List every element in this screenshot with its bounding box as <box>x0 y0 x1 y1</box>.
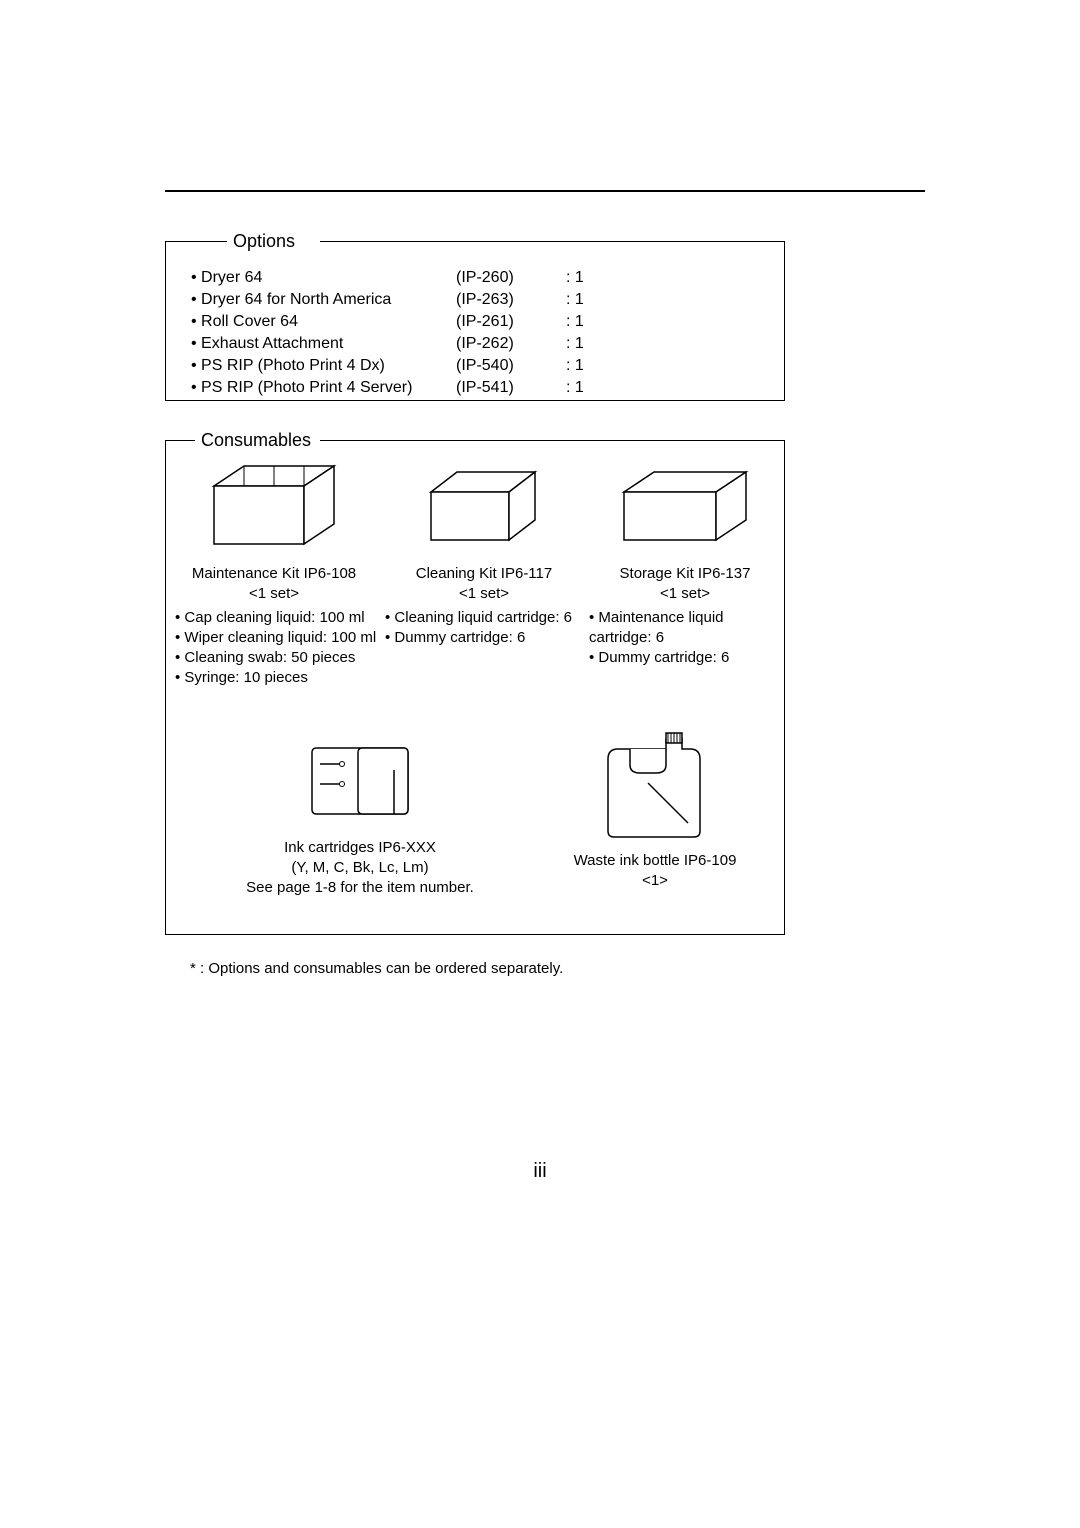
options-section: Options • Dryer 64 (IP-260) : 1 • Dryer … <box>165 231 785 401</box>
option-code: (IP-261) <box>456 311 566 333</box>
waste-ink-bottle: Waste ink bottle IP6-109 <1> <box>555 725 755 891</box>
option-code: (IP-260) <box>456 267 566 289</box>
kit-qty: <1 set> <box>585 584 785 604</box>
options-list: • Dryer 64 (IP-260) : 1 • Dryer 64 for N… <box>191 267 584 399</box>
maintenance-kit: Maintenance Kit IP6-108 <1 set> Cap clea… <box>171 456 377 688</box>
cartridge-line1: Ink cartridges IP6-XXX <box>205 838 515 858</box>
ink-cartridges: Ink cartridges IP6-XXX (Y, M, C, Bk, Lc,… <box>205 730 515 898</box>
kit-item: Cleaning swab: 50 pieces <box>175 648 377 668</box>
option-row: • Exhaust Attachment (IP-262) : 1 <box>191 333 584 355</box>
option-row: • Roll Cover 64 (IP-261) : 1 <box>191 311 584 333</box>
consumables-section: Consumables Maintenance Kit IP6-108 <1 s… <box>165 430 785 935</box>
cartridge-line3: See page 1-8 for the item number. <box>205 878 515 898</box>
box-icon <box>199 456 349 556</box>
option-code: (IP-541) <box>456 377 566 399</box>
option-name: • PS RIP (Photo Print 4 Server) <box>191 377 456 399</box>
options-title: Options <box>233 231 295 252</box>
storage-kit: Storage Kit IP6-137 <1 set> Maintenance … <box>585 456 785 668</box>
option-code: (IP-262) <box>456 333 566 355</box>
option-qty: : 1 <box>566 333 584 355</box>
option-qty: : 1 <box>566 267 584 289</box>
option-code: (IP-263) <box>456 289 566 311</box>
kit-name: Maintenance Kit IP6-108 <box>171 564 377 584</box>
option-qty: : 1 <box>566 377 584 399</box>
cleaning-kit: Cleaning Kit IP6-117 <1 set> Cleaning li… <box>381 456 587 648</box>
kit-qty: <1 set> <box>381 584 587 604</box>
kit-name: Cleaning Kit IP6-117 <box>381 564 587 584</box>
consumables-title: Consumables <box>201 430 311 451</box>
waste-line1: Waste ink bottle IP6-109 <box>555 851 755 871</box>
footnote: * : Options and consumables can be order… <box>190 960 563 977</box>
kit-item: Dummy cartridge: 6 <box>385 628 587 648</box>
option-name: • Exhaust Attachment <box>191 333 456 355</box>
kit-item: Cleaning liquid cartridge: 6 <box>385 608 587 628</box>
kit-item: Wiper cleaning liquid: 100 ml <box>175 628 377 648</box>
kit-qty: <1 set> <box>171 584 377 604</box>
kit-item: Syringe: 10 pieces <box>175 668 377 688</box>
cartridge-icon <box>290 730 430 830</box>
waste-line2: <1> <box>555 871 755 891</box>
option-name: • Dryer 64 <box>191 267 456 289</box>
option-name: • Dryer 64 for North America <box>191 289 456 311</box>
cartridge-line2: (Y, M, C, Bk, Lc, Lm) <box>205 858 515 878</box>
page-number: iii <box>0 1160 1080 1183</box>
option-row: • Dryer 64 for North America (IP-263) : … <box>191 289 584 311</box>
option-qty: : 1 <box>566 311 584 333</box>
page: Options • Dryer 64 (IP-260) : 1 • Dryer … <box>0 0 1080 1528</box>
option-name: • Roll Cover 64 <box>191 311 456 333</box>
option-row: • Dryer 64 (IP-260) : 1 <box>191 267 584 289</box>
option-row: • PS RIP (Photo Print 4 Dx) (IP-540) : 1 <box>191 355 584 377</box>
kit-item: Dummy cartridge: 6 <box>589 648 785 668</box>
option-code: (IP-540) <box>456 355 566 377</box>
kit-item: Maintenance liquid cartridge: 6 <box>589 608 785 648</box>
option-row: • PS RIP (Photo Print 4 Server) (IP-541)… <box>191 377 584 399</box>
bottle-icon <box>590 725 720 845</box>
kit-item: Cap cleaning liquid: 100 ml <box>175 608 377 628</box>
box-icon <box>419 456 549 556</box>
option-qty: : 1 <box>566 355 584 377</box>
kit-name: Storage Kit IP6-137 <box>585 564 785 584</box>
option-name: • PS RIP (Photo Print 4 Dx) <box>191 355 456 377</box>
box-icon <box>610 456 760 556</box>
top-rule <box>165 190 925 192</box>
option-qty: : 1 <box>566 289 584 311</box>
